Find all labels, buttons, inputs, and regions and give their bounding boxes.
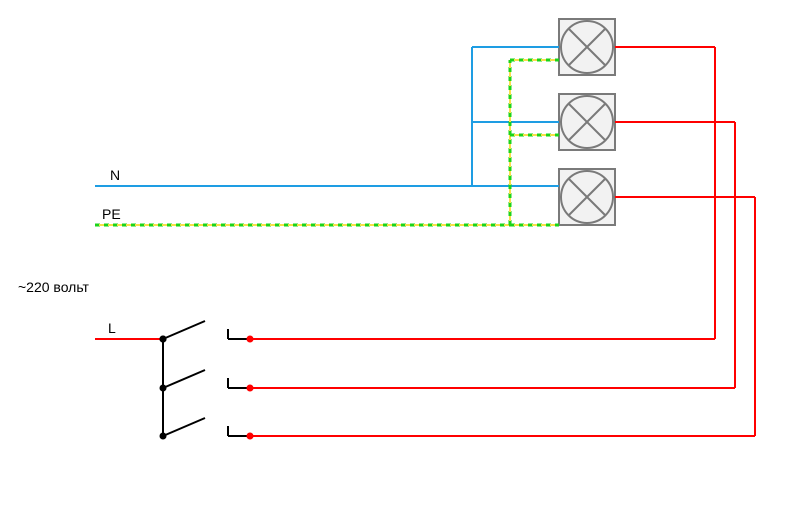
- lamp-2: [559, 94, 615, 150]
- label-live: L: [108, 320, 116, 336]
- label-supply: ~220 вольт: [18, 279, 90, 295]
- switch-3: [163, 418, 205, 436]
- label-pe: PE: [102, 206, 121, 222]
- lamp-3: [559, 169, 615, 225]
- switch-1: [163, 321, 205, 339]
- wiring-diagram: N PE L ~220 вольт: [0, 0, 790, 505]
- switch-2: [163, 370, 205, 388]
- label-neutral: N: [110, 167, 120, 183]
- lamp-1: [559, 19, 615, 75]
